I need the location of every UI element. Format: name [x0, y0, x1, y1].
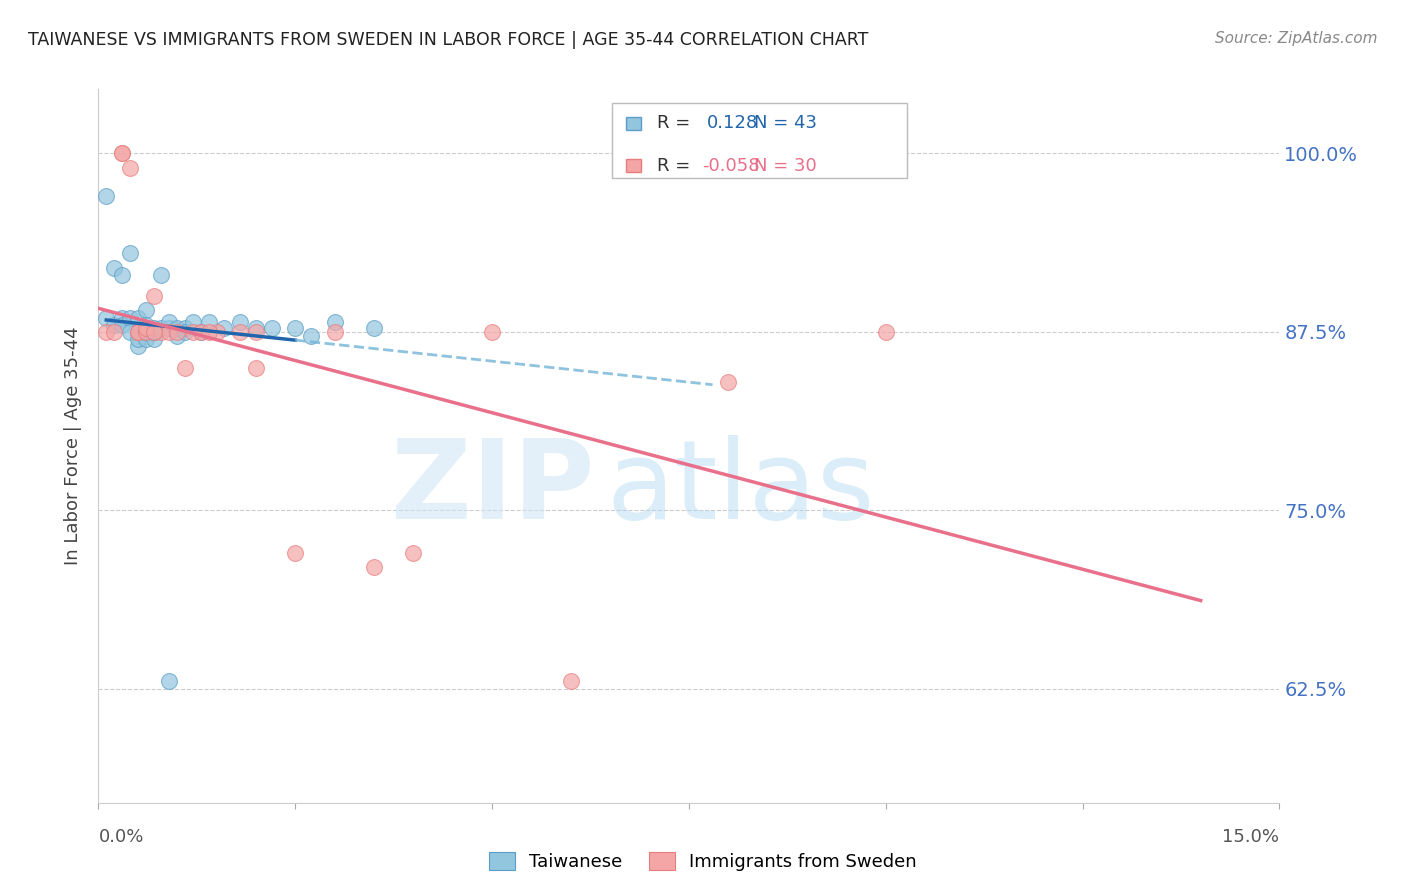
- Point: [299, 329, 322, 343]
- Point: [135, 325, 157, 339]
- Point: [96, 325, 118, 339]
- Point: [174, 325, 197, 339]
- Point: [402, 546, 425, 560]
- Text: R =: R =: [657, 114, 696, 132]
- Point: [142, 332, 165, 346]
- Point: [103, 260, 125, 275]
- Text: 0.0%: 0.0%: [98, 829, 143, 847]
- Point: [560, 674, 582, 689]
- Point: [142, 320, 165, 334]
- Point: [166, 329, 188, 343]
- Point: [111, 146, 134, 161]
- Point: [190, 325, 212, 339]
- Point: [103, 325, 125, 339]
- FancyBboxPatch shape: [612, 103, 907, 178]
- Point: [245, 320, 267, 334]
- Bar: [626, 117, 641, 130]
- Point: [127, 332, 149, 346]
- Text: R =: R =: [657, 157, 696, 175]
- Point: [323, 315, 346, 329]
- Point: [103, 318, 125, 332]
- Point: [142, 325, 165, 339]
- Text: ZIP: ZIP: [391, 435, 595, 542]
- Point: [127, 339, 149, 353]
- Point: [135, 332, 157, 346]
- Point: [127, 325, 149, 339]
- Point: [135, 320, 157, 334]
- Point: [142, 325, 165, 339]
- Point: [363, 560, 385, 574]
- Text: Source: ZipAtlas.com: Source: ZipAtlas.com: [1215, 31, 1378, 46]
- Point: [205, 325, 228, 339]
- Point: [197, 315, 219, 329]
- Text: 15.0%: 15.0%: [1222, 829, 1279, 847]
- Point: [260, 320, 283, 334]
- Point: [142, 289, 165, 303]
- Point: [111, 318, 134, 332]
- Point: [166, 325, 188, 339]
- Text: atlas: atlas: [606, 435, 875, 542]
- Point: [875, 325, 897, 339]
- Bar: [626, 159, 641, 172]
- Point: [245, 325, 267, 339]
- Y-axis label: In Labor Force | Age 35-44: In Labor Force | Age 35-44: [65, 326, 83, 566]
- Point: [135, 318, 157, 332]
- Point: [118, 246, 141, 260]
- Point: [127, 310, 149, 325]
- Point: [245, 360, 267, 375]
- Point: [135, 303, 157, 318]
- Legend: Taiwanese, Immigrants from Sweden: Taiwanese, Immigrants from Sweden: [482, 846, 924, 879]
- Point: [118, 310, 141, 325]
- Point: [135, 325, 157, 339]
- Text: N = 43: N = 43: [754, 114, 817, 132]
- Point: [181, 315, 204, 329]
- Point: [142, 325, 165, 339]
- Point: [363, 320, 385, 334]
- Point: [481, 325, 503, 339]
- Point: [150, 268, 173, 282]
- Point: [214, 320, 236, 334]
- Point: [111, 268, 134, 282]
- Point: [157, 674, 180, 689]
- Point: [96, 189, 118, 203]
- Point: [127, 325, 149, 339]
- Point: [118, 161, 141, 175]
- Point: [174, 320, 197, 334]
- Point: [150, 325, 173, 339]
- Point: [118, 325, 141, 339]
- Text: TAIWANESE VS IMMIGRANTS FROM SWEDEN IN LABOR FORCE | AGE 35-44 CORRELATION CHART: TAIWANESE VS IMMIGRANTS FROM SWEDEN IN L…: [28, 31, 869, 49]
- Point: [717, 375, 740, 389]
- Point: [174, 360, 197, 375]
- Text: -0.058: -0.058: [702, 157, 759, 175]
- Point: [157, 315, 180, 329]
- Point: [323, 325, 346, 339]
- Point: [181, 325, 204, 339]
- Point: [127, 325, 149, 339]
- Point: [111, 310, 134, 325]
- Point: [229, 315, 252, 329]
- Text: N = 30: N = 30: [754, 157, 817, 175]
- Point: [135, 325, 157, 339]
- Point: [157, 320, 180, 334]
- Point: [166, 320, 188, 334]
- Point: [284, 546, 307, 560]
- Point: [197, 325, 219, 339]
- Point: [190, 325, 212, 339]
- Text: 0.128: 0.128: [707, 114, 758, 132]
- Point: [157, 325, 180, 339]
- Point: [150, 320, 173, 334]
- Point: [284, 320, 307, 334]
- Point: [229, 325, 252, 339]
- Point: [111, 146, 134, 161]
- Point: [96, 310, 118, 325]
